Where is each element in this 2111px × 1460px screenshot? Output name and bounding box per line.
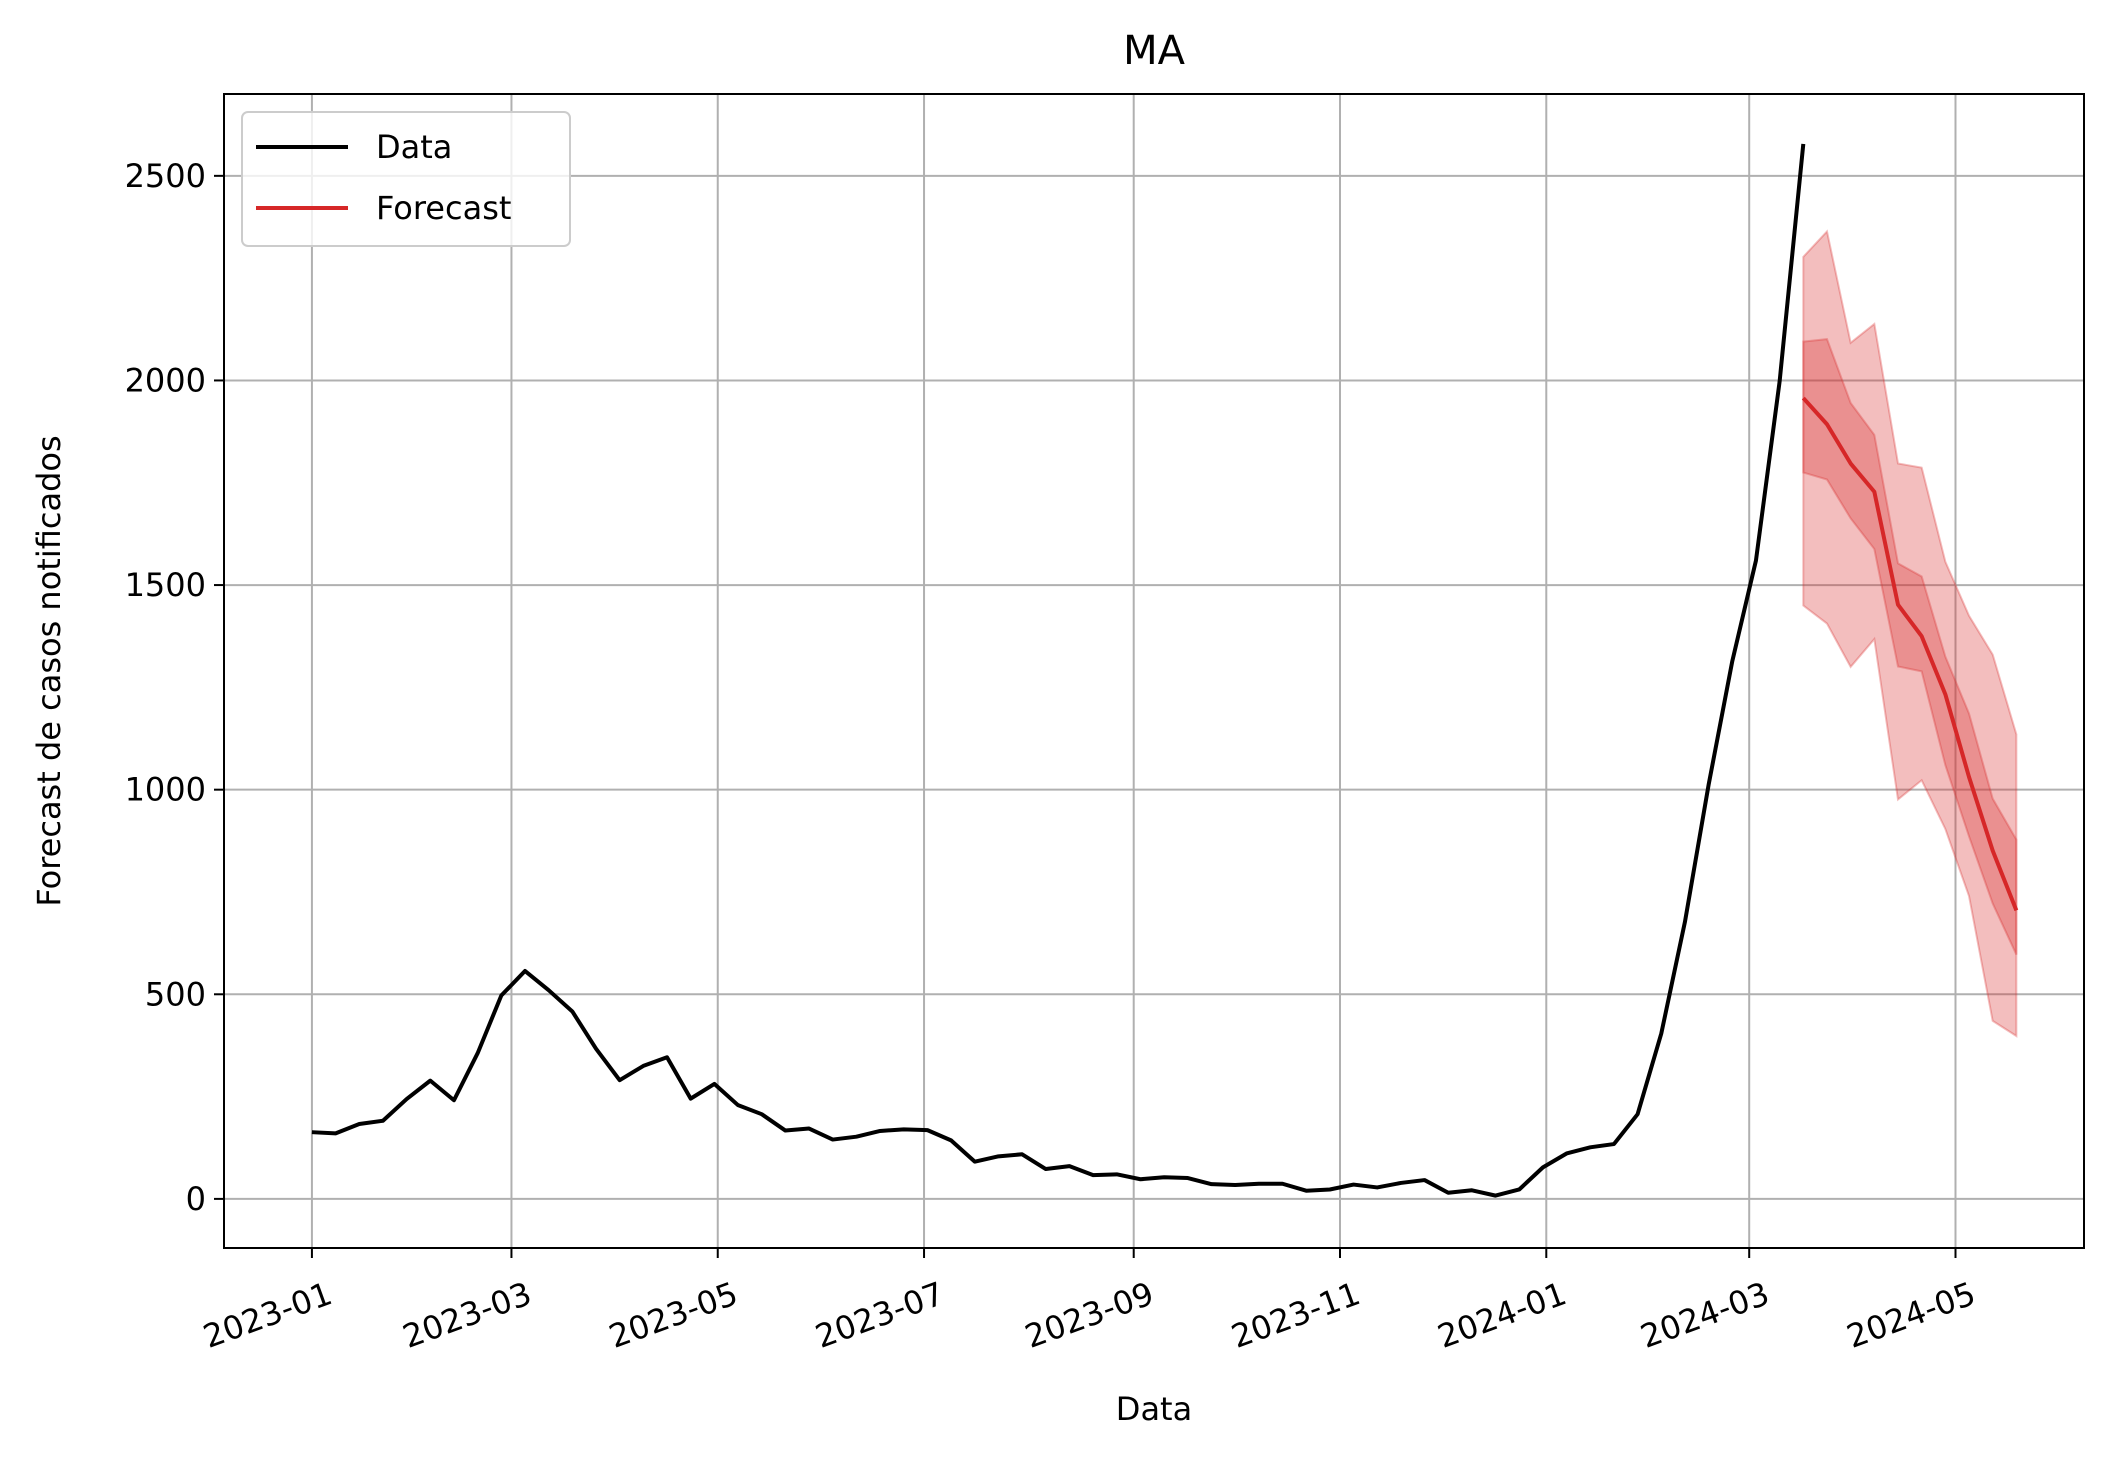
chart-title: MA xyxy=(1123,28,1186,74)
y-tick-label: 2500 xyxy=(125,157,206,195)
y-tick-label: 1000 xyxy=(125,771,206,809)
forecast-band-outer xyxy=(1802,229,2018,1038)
legend-label-data: Data xyxy=(376,128,452,166)
forecast-band-inner xyxy=(1802,338,2018,956)
x-axis-label: Data xyxy=(1116,1390,1192,1428)
forecast-series-line xyxy=(1801,396,2019,912)
y-tick-label: 0 xyxy=(186,1180,206,1218)
series-lines xyxy=(311,143,2019,1198)
legend: Data Forecast xyxy=(241,111,571,247)
data-series-line xyxy=(311,143,1806,1198)
plot-frame xyxy=(223,93,2085,1249)
forecast-bands xyxy=(1802,229,2018,1038)
y-axis-label: Forecast de casos notificados xyxy=(30,435,68,906)
y-tick-label: 2000 xyxy=(125,361,206,399)
y-tick-label: 500 xyxy=(145,975,206,1013)
grid xyxy=(224,94,2084,1248)
y-tick-label: 1500 xyxy=(125,566,206,604)
legend-label-forecast: Forecast xyxy=(376,189,511,227)
